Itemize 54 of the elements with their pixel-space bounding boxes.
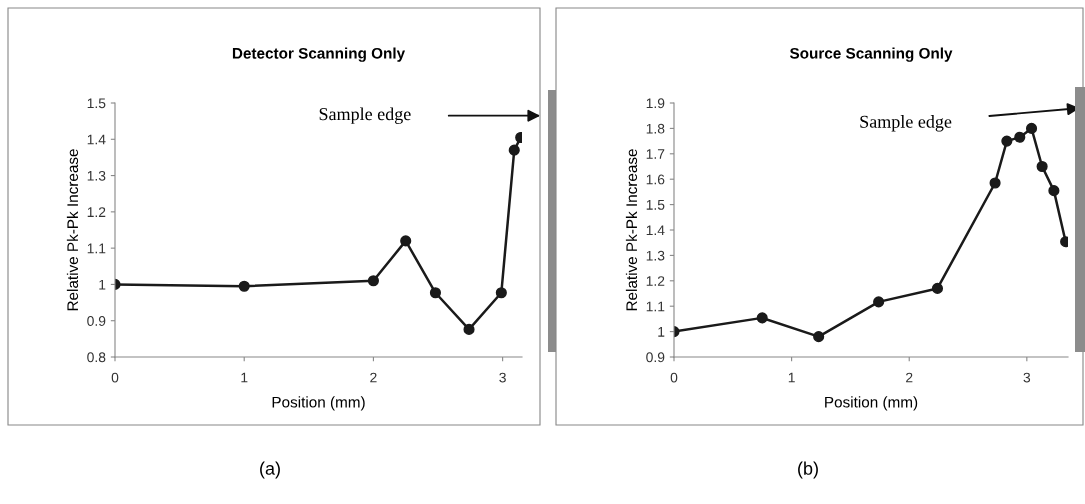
point — [495, 287, 507, 299]
point — [400, 235, 412, 247]
y-tick-label: 1.3 — [646, 250, 665, 261]
point — [463, 323, 475, 335]
y-tick-label: 1.9 — [646, 98, 665, 109]
point — [1014, 131, 1026, 143]
y-axis-title: Relative Pk-Pk Increase — [625, 149, 638, 311]
x-axis-title: Position (mm) — [272, 396, 365, 411]
x-tick-label: 2 — [370, 372, 377, 383]
x-tick-label: 3 — [1023, 372, 1031, 383]
point — [756, 312, 768, 324]
y-tick-label: 1.4 — [646, 225, 665, 236]
y-tick-label: 1 — [658, 327, 665, 337]
chart-title: Detector Scanning Only — [232, 47, 406, 62]
y-tick-label: 1.5 — [646, 200, 665, 210]
x-tick-label: 0 — [670, 372, 678, 383]
y-tick-label: 1.8 — [646, 123, 665, 134]
point — [1001, 135, 1013, 147]
y-tick-label: 0.8 — [87, 352, 106, 363]
point — [989, 177, 1001, 189]
y-tick-label: 0.9 — [646, 352, 665, 363]
y-tick-label: 1.4 — [87, 134, 106, 145]
point — [508, 144, 520, 156]
chart-title: Source Scanning Only — [789, 47, 953, 62]
annotation: Sample edge — [860, 115, 952, 132]
annotation: Sample edge — [319, 107, 411, 124]
y-tick-label: 0.9 — [87, 316, 106, 326]
x-tick-label: 1 — [788, 372, 795, 383]
point — [1048, 185, 1060, 197]
x-tick-label: 0 — [111, 372, 119, 383]
x-tick-label: 3 — [499, 372, 506, 383]
y-tick-label: 1 — [99, 279, 106, 290]
text: (a) — [260, 461, 280, 479]
y-tick-label: 1.3 — [87, 170, 106, 181]
x-tick-label: 2 — [906, 372, 913, 383]
point — [367, 275, 379, 287]
y-tick-label: 1.6 — [646, 174, 665, 185]
y-tick-label: 1.2 — [87, 207, 106, 217]
point — [1036, 160, 1048, 173]
point — [813, 331, 825, 343]
point — [429, 287, 441, 299]
y-tick-label: 1.2 — [646, 276, 665, 286]
x-tick-label: 1 — [241, 372, 248, 383]
y-tick-label: 1.1 — [646, 301, 665, 312]
point — [873, 296, 885, 308]
point — [931, 282, 944, 294]
y-tick-label: 1.1 — [87, 243, 106, 254]
point — [1025, 122, 1038, 134]
x-axis-title: Position (mm) — [825, 396, 918, 411]
y-tick-label: 1.5 — [87, 98, 106, 109]
point — [238, 280, 250, 292]
y-tick-label: 1.7 — [646, 149, 665, 159]
text: (b) — [798, 461, 818, 479]
y-axis-title: Relative Pk-Pk Increase — [66, 149, 79, 311]
